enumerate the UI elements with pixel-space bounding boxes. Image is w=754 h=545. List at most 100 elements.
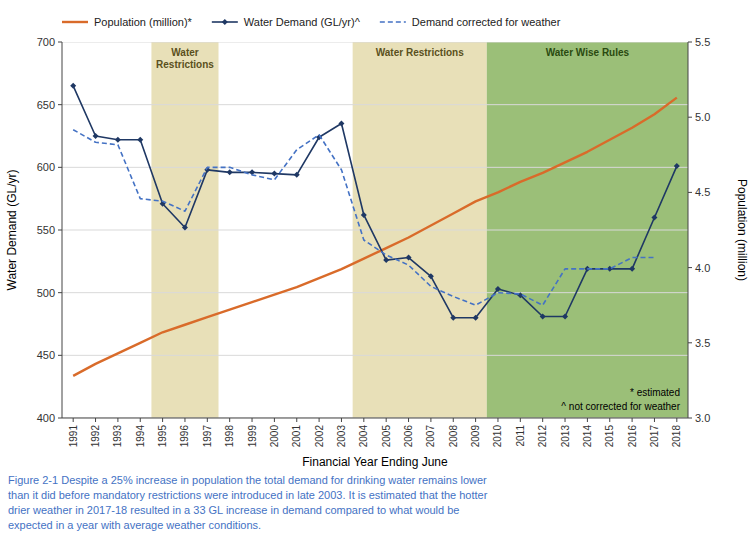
region-label-line: Restrictions [156, 59, 214, 70]
caption: Figure 2-1 Despite a 25% increase in pop… [8, 474, 488, 531]
legend-marker [222, 19, 228, 25]
grid-line [62, 104, 688, 105]
x-tick-label: 2002 [314, 425, 325, 448]
y2-tick-label: 4.0 [695, 262, 710, 274]
y2-tick-label: 5.5 [695, 36, 710, 48]
grid-line [62, 42, 688, 43]
diamond-marker [70, 83, 76, 89]
caption-line: than it did before mandatory restriction… [8, 489, 488, 501]
diamond-marker [428, 273, 434, 279]
legend-swatch [380, 21, 406, 23]
grid-line [62, 167, 688, 168]
region-label-line: Water Restrictions [376, 47, 464, 58]
x-axis-line [62, 418, 688, 419]
x-tick-label: 1991 [68, 425, 79, 448]
x-tick-label: 2006 [403, 425, 414, 448]
legend-label: Demand corrected for weather [412, 16, 561, 28]
diamond-marker [182, 224, 188, 230]
diamond-marker [93, 133, 99, 139]
x-tick [274, 418, 275, 422]
x-tick [565, 418, 566, 422]
diamond-marker [115, 137, 121, 143]
x-tick [296, 418, 297, 422]
region-label-line: Water Wise Rules [546, 47, 630, 58]
x-tick [654, 418, 655, 422]
caption-line: drier weather in 2017-18 resulted in a 3… [8, 504, 459, 516]
y-tick-label: 600 [37, 161, 55, 173]
x-tick-label: 1997 [202, 425, 213, 448]
x-tick [475, 418, 476, 422]
x-tick [162, 418, 163, 422]
y-tick-label: 450 [37, 349, 55, 361]
x-tick-label: 1992 [90, 425, 101, 448]
diamond-marker [406, 255, 412, 261]
x-tick-label: 2015 [604, 425, 615, 448]
legend-label: Population (million)* [94, 16, 193, 28]
x-tick-label: 2004 [358, 425, 369, 448]
x-tick [676, 418, 677, 422]
caption-line: expected in a year with average weather … [8, 519, 261, 531]
y2-tick-label: 4.5 [695, 186, 710, 198]
region-label: WaterRestrictions [156, 47, 214, 70]
x-tick-label: 2005 [381, 425, 392, 448]
y-tick-label: 550 [37, 224, 55, 236]
y2-tick-label: 3.0 [695, 412, 710, 424]
x-tick [497, 418, 498, 422]
x-tick [363, 418, 364, 422]
y2-tick [688, 418, 692, 419]
diamond-marker [450, 315, 456, 321]
diamond-marker [562, 313, 568, 319]
y-tick-label: 500 [37, 287, 55, 299]
x-tick-label: 2012 [537, 425, 548, 448]
y-tick [58, 418, 62, 419]
y-tick [58, 42, 62, 43]
series-line [73, 86, 677, 318]
series-line [73, 130, 654, 305]
diamond-marker [271, 171, 277, 177]
x-axis-label: Financial Year Ending June [302, 455, 448, 469]
x-tick [252, 418, 253, 422]
x-tick-label: 2018 [671, 425, 682, 448]
x-tick [341, 418, 342, 422]
diamond-marker [629, 266, 635, 272]
caption-line: Figure 2-1 Despite a 25% increase in pop… [8, 474, 487, 486]
diamond-marker [294, 172, 300, 178]
y-axis-label: Water Demand (GL/yr) [5, 170, 19, 291]
x-tick-label: 2007 [425, 425, 436, 448]
grid-line [62, 230, 688, 231]
x-tick-label: 2000 [269, 425, 280, 448]
x-tick [632, 418, 633, 422]
region-label: Water Restrictions [376, 47, 464, 58]
x-tick [408, 418, 409, 422]
x-tick [542, 418, 543, 422]
y-tick [58, 292, 62, 293]
x-tick-label: 2008 [448, 425, 459, 448]
x-tick-label: 1995 [157, 425, 168, 448]
x-tick [207, 418, 208, 422]
x-tick-label: 1993 [112, 425, 123, 448]
x-tick-label: 2001 [291, 425, 302, 448]
legend-label: Water Demand (GL/yr)^ [244, 16, 361, 28]
diamond-marker [495, 286, 501, 292]
y-tick [58, 230, 62, 231]
x-tick [184, 418, 185, 422]
x-tick-label: 1998 [224, 425, 235, 448]
x-tick-label: 2009 [470, 425, 481, 448]
y-tick-label: 700 [37, 36, 55, 48]
diamond-marker [361, 212, 367, 218]
x-tick [520, 418, 521, 422]
y-tick-label: 400 [37, 412, 55, 424]
diamond-marker [383, 257, 389, 263]
x-tick [319, 418, 320, 422]
y-tick [58, 104, 62, 105]
x-tick [140, 418, 141, 422]
x-tick [386, 418, 387, 422]
y2-tick [688, 267, 692, 268]
y-tick [58, 167, 62, 168]
grid-line [62, 355, 688, 356]
x-tick-label: 2016 [627, 425, 638, 448]
x-tick-label: 1999 [247, 425, 258, 448]
y2-axis-line [688, 42, 689, 418]
legend-swatch [62, 21, 88, 23]
x-tick [609, 418, 610, 422]
